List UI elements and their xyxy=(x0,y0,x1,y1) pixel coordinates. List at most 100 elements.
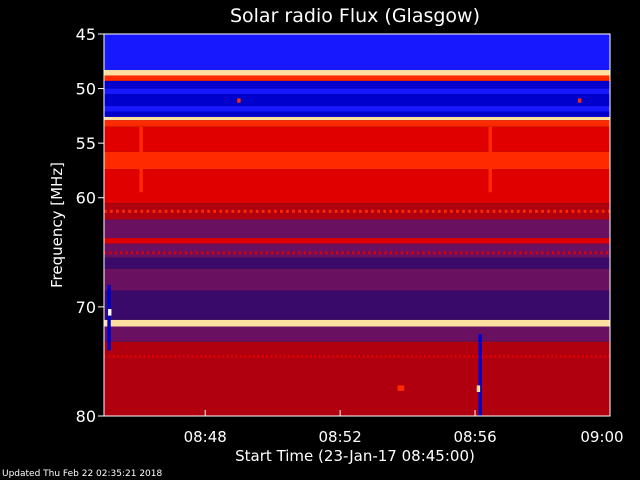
dash-1-10 xyxy=(164,209,168,213)
dash-0-19 xyxy=(283,76,289,80)
dash-3-52 xyxy=(332,354,334,358)
dash-2-64 xyxy=(449,251,452,255)
dash-3-48 xyxy=(314,354,317,358)
dash-2-3 xyxy=(120,251,123,255)
dash-1-69 xyxy=(522,209,526,213)
dash-1-61 xyxy=(474,209,478,213)
dash-1-44 xyxy=(371,209,374,213)
dash-3-24 xyxy=(209,354,211,358)
dash-1-37 xyxy=(328,209,332,213)
dash-1-72 xyxy=(541,209,544,213)
dash-4-80 xyxy=(481,382,484,386)
dash-4-31 xyxy=(250,382,253,386)
dash-1-24 xyxy=(249,209,253,213)
dash-0-43 xyxy=(510,76,515,80)
dash-1-75 xyxy=(559,209,563,213)
dash-4-94 xyxy=(547,382,550,386)
dash-3-11 xyxy=(152,354,154,358)
dash-4-95 xyxy=(552,382,555,386)
dash-3-17 xyxy=(178,354,181,358)
dash-1-57 xyxy=(450,209,453,213)
dash-2-28 xyxy=(255,251,258,255)
dash-1-62 xyxy=(480,209,484,213)
dash-4-19 xyxy=(193,382,196,386)
dash-0-23 xyxy=(321,76,326,80)
dash-2-74 xyxy=(503,251,506,255)
dash-3-22 xyxy=(200,354,203,358)
dash-0-39 xyxy=(472,76,478,80)
dash-3-10 xyxy=(147,354,150,358)
dash-0-8 xyxy=(179,76,185,80)
dash-4-26 xyxy=(226,382,229,386)
dash-2-85 xyxy=(562,251,565,255)
dash-0-27 xyxy=(359,76,364,80)
dash-2-37 xyxy=(303,251,306,255)
dash-3-46 xyxy=(305,354,308,358)
dash-3-111 xyxy=(590,354,593,358)
spike-0846-a xyxy=(139,126,143,193)
dash-3-37 xyxy=(266,354,268,358)
dash-4-47 xyxy=(325,382,328,386)
dash-4-102 xyxy=(585,382,588,386)
dash-3-53 xyxy=(336,354,339,358)
plot-area xyxy=(104,34,611,416)
dash-1-47 xyxy=(389,209,393,213)
dash-1-6 xyxy=(140,209,144,213)
dash-0-42 xyxy=(500,76,506,80)
dash-4-53 xyxy=(354,382,356,386)
x-axis-label: Start Time (23-Jan-17 08:45:00) xyxy=(235,447,475,465)
dash-4-55 xyxy=(363,382,366,386)
dash-3-78 xyxy=(446,354,448,358)
dash-2-21 xyxy=(217,251,220,255)
dash-2-13 xyxy=(174,251,177,255)
dash-2-65 xyxy=(454,251,457,255)
dash-1-73 xyxy=(547,209,550,213)
dash-4-81 xyxy=(486,382,489,386)
dash-3-81 xyxy=(459,354,461,358)
dash-1-83 xyxy=(607,209,610,213)
x-tick-label-1: 08:52 xyxy=(319,428,362,446)
dash-4-12 xyxy=(160,382,163,386)
band-17 xyxy=(104,257,610,269)
dash-4-33 xyxy=(259,382,262,386)
dash-3-49 xyxy=(318,354,321,358)
band-4 xyxy=(104,88,610,95)
dash-2-49 xyxy=(368,251,371,255)
dash-3-104 xyxy=(560,354,562,358)
dashed-line-2 xyxy=(104,251,608,255)
dash-2-45 xyxy=(346,251,349,255)
dash-4-89 xyxy=(524,382,527,386)
dash-4-44 xyxy=(311,382,314,386)
dash-4-48 xyxy=(330,382,333,386)
dash-3-32 xyxy=(244,354,247,358)
dash-1-12 xyxy=(176,209,180,213)
dash-0-38 xyxy=(462,76,468,80)
dash-2-36 xyxy=(298,251,301,255)
dash-1-33 xyxy=(304,209,308,213)
dash-3-34 xyxy=(253,354,255,358)
dash-2-89 xyxy=(584,251,587,255)
dash-0-44 xyxy=(519,76,525,80)
dash-3-9 xyxy=(143,354,146,358)
dash-3-60 xyxy=(367,354,369,358)
dash-2-31 xyxy=(271,251,274,255)
dash-0-45 xyxy=(529,76,534,80)
dash-3-92 xyxy=(507,354,510,358)
dash-1-48 xyxy=(395,209,399,213)
dash-0-29 xyxy=(377,76,383,80)
dash-1-38 xyxy=(334,209,338,213)
dash-4-23 xyxy=(212,382,215,386)
dash-2-8 xyxy=(147,251,150,255)
dash-3-70 xyxy=(410,354,413,358)
dash-2-66 xyxy=(460,251,463,255)
band-7 xyxy=(104,111,610,117)
dash-1-82 xyxy=(601,209,605,213)
band-16 xyxy=(104,243,610,258)
dash-1-81 xyxy=(595,209,599,213)
dash-4-0 xyxy=(104,382,106,386)
dash-3-62 xyxy=(375,354,378,358)
dash-0-12 xyxy=(217,76,223,80)
dash-1-30 xyxy=(286,209,289,213)
dash-3-72 xyxy=(419,354,422,358)
band-13 xyxy=(104,203,610,220)
